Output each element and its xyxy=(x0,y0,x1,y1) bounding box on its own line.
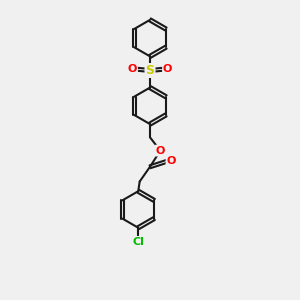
Text: S: S xyxy=(146,64,154,77)
Text: O: O xyxy=(167,156,176,166)
Text: O: O xyxy=(128,64,137,74)
Text: O: O xyxy=(156,146,165,156)
Text: O: O xyxy=(163,64,172,74)
Text: Cl: Cl xyxy=(132,237,144,247)
